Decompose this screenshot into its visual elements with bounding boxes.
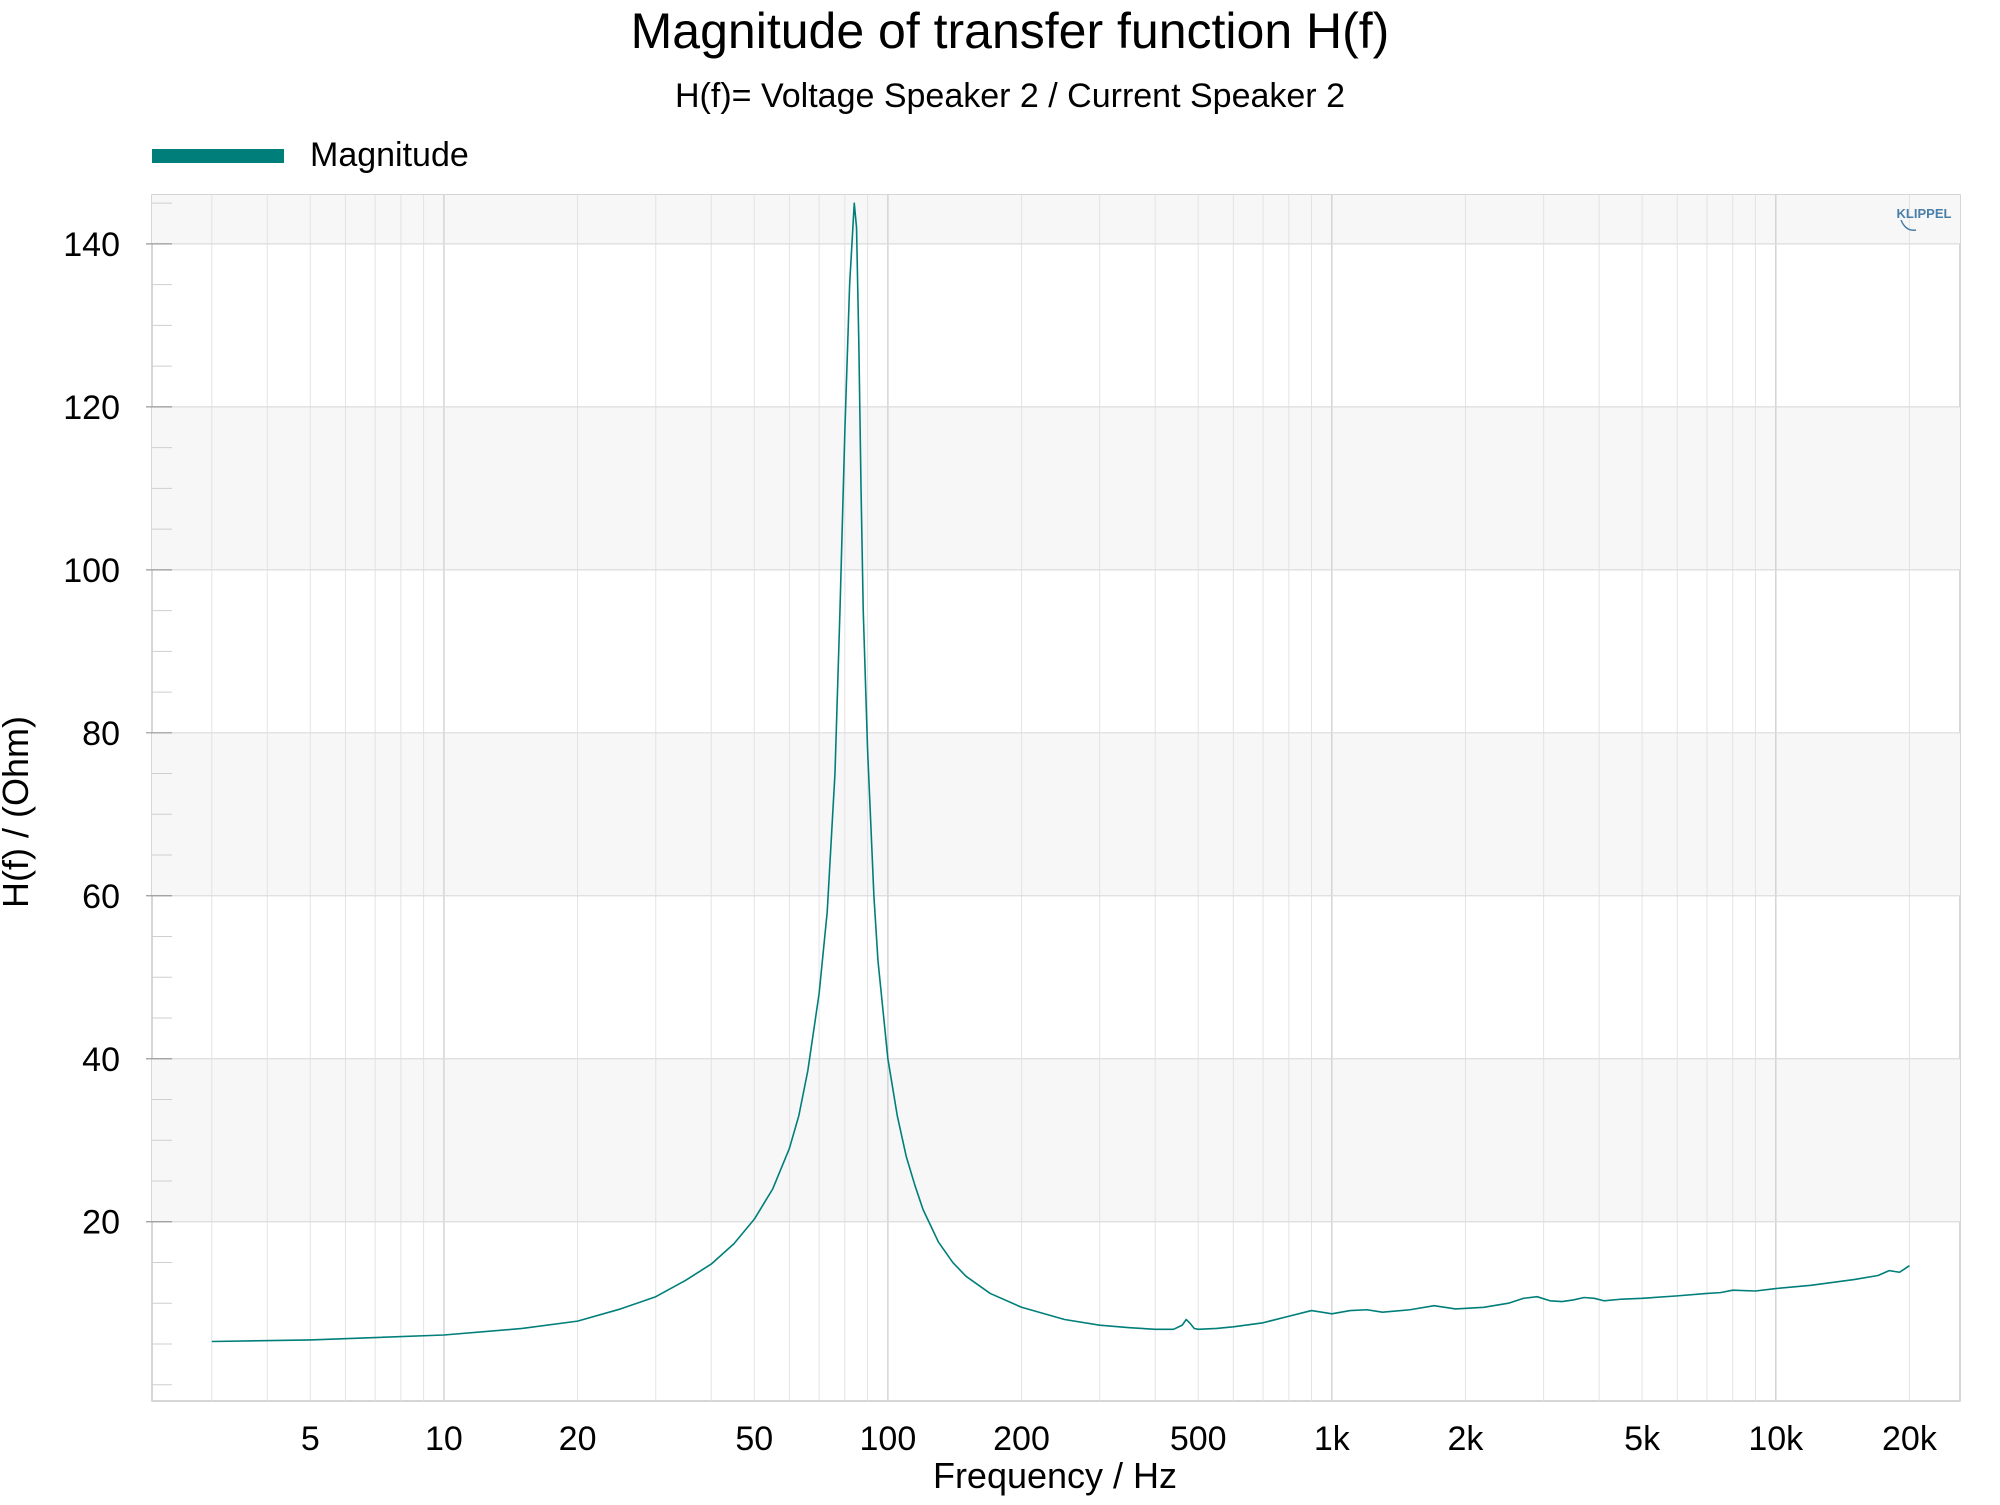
y-tick-label: 80 bbox=[82, 715, 120, 753]
y-tick-label: 140 bbox=[63, 226, 120, 264]
legend: Magnitude bbox=[152, 136, 469, 174]
plot-band bbox=[152, 406, 1960, 570]
legend-label-magnitude: Magnitude bbox=[310, 136, 469, 174]
legend-swatch-magnitude bbox=[152, 149, 284, 163]
y-tick-label: 60 bbox=[82, 878, 120, 916]
y-axis-label: H(f) / (Ohm) bbox=[0, 716, 36, 908]
x-tick-label: 5k bbox=[1624, 1420, 1661, 1458]
chart-title: Magnitude of transfer function H(f) bbox=[631, 3, 1390, 59]
y-tick-label: 40 bbox=[82, 1041, 120, 1079]
plot-band bbox=[152, 1058, 1960, 1222]
x-tick-label: 10k bbox=[1748, 1420, 1804, 1458]
x-tick-label: 500 bbox=[1170, 1420, 1227, 1458]
x-tick-label: 20k bbox=[1882, 1420, 1938, 1458]
brand-swoosh bbox=[1900, 219, 1917, 232]
x-tick-label: 5 bbox=[301, 1420, 320, 1458]
plot-bands bbox=[152, 195, 1960, 1222]
klippel-logo: KLIPPEL bbox=[1897, 206, 1952, 232]
x-tick-label: 20 bbox=[559, 1420, 597, 1458]
x-tick-label: 2k bbox=[1448, 1420, 1485, 1458]
y-tick-label: 120 bbox=[63, 389, 120, 427]
series-group bbox=[211, 202, 1910, 1343]
x-tick-labels: 5 10 20 50 100 200 500 1k 2k 5k 10k 20k bbox=[301, 1420, 1938, 1458]
x-tick-label: 1k bbox=[1314, 1420, 1351, 1458]
y-tick-label: 100 bbox=[63, 552, 120, 590]
y-tick-label: 20 bbox=[82, 1204, 120, 1242]
brand-text: KLIPPEL bbox=[1897, 206, 1952, 221]
series-line-magnitude bbox=[211, 202, 1910, 1343]
grid-lines bbox=[152, 195, 1960, 1401]
plot-band bbox=[152, 732, 1960, 896]
x-tick-label: 100 bbox=[860, 1420, 917, 1458]
y-minor-ticks bbox=[146, 202, 172, 1386]
plot-band bbox=[152, 195, 1960, 244]
x-axis-label: Frequency / Hz bbox=[933, 1455, 1177, 1496]
y-tick-labels: 20 40 60 80 100 120 140 bbox=[63, 226, 120, 1242]
x-tick-label: 10 bbox=[425, 1420, 463, 1458]
x-tick-label: 50 bbox=[735, 1420, 773, 1458]
x-tick-label: 200 bbox=[993, 1420, 1050, 1458]
chart-subtitle: H(f)= Voltage Speaker 2 / Current Speake… bbox=[675, 77, 1345, 115]
